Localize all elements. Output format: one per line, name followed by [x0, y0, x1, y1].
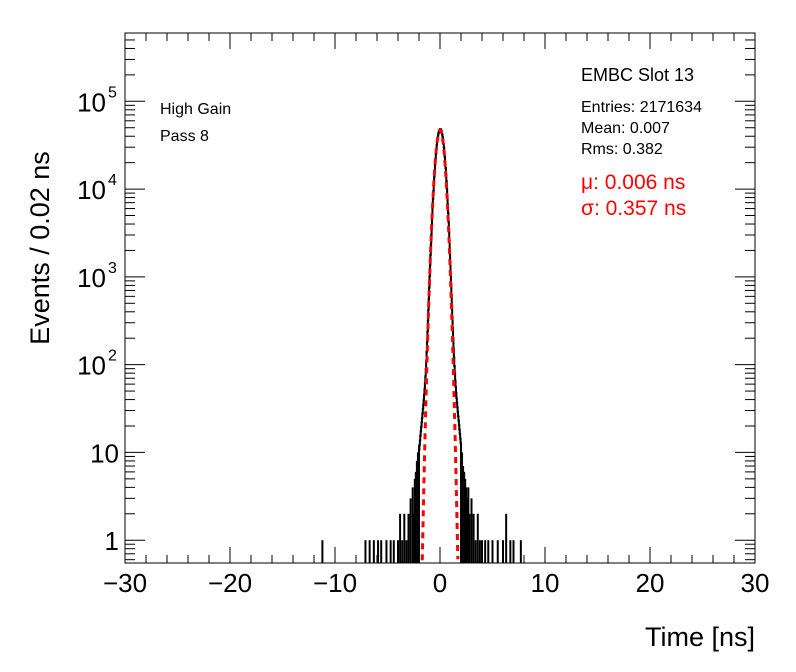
stats-title: EMBC Slot 13	[581, 65, 694, 85]
histogram-series	[321, 128, 522, 563]
y-tick-label: 10	[77, 175, 106, 205]
y-axis-ticks	[125, 32, 755, 561]
y-tick-label: 10	[77, 87, 106, 117]
x-tick-label: 10	[531, 568, 560, 598]
histogram-core	[418, 128, 462, 563]
y-axis-title: Events / 0.02 ns	[25, 151, 55, 345]
fit-mean-label: μ: 0.006 ns	[581, 171, 685, 194]
x-tick-label: −20	[208, 568, 252, 598]
x-axis-title: Time [ns]	[645, 622, 755, 652]
gain-label: High Gain	[160, 101, 231, 118]
y-tick-label: 10	[90, 438, 119, 468]
stats-entries: Entries: 2171634	[581, 99, 702, 116]
y-tick-label-exponent: 4	[108, 172, 117, 189]
y-tick-label-exponent: 3	[108, 260, 117, 277]
y-tick-label: 10	[77, 263, 106, 293]
y-tick-label: 10	[77, 351, 106, 381]
x-tick-label: 20	[636, 568, 665, 598]
y-tick-label-exponent: 5	[108, 84, 117, 101]
stats-rms: Rms: 0.382	[581, 141, 663, 158]
fit-curve	[420, 128, 460, 561]
x-tick-label: 30	[741, 568, 770, 598]
x-tick-label: −10	[313, 568, 357, 598]
y-tick-label-exponent: 2	[108, 348, 117, 365]
x-tick-label: −30	[103, 568, 147, 598]
fit-gaussian	[420, 128, 460, 561]
x-tick-label: 0	[433, 568, 447, 598]
pass-label: Pass 8	[160, 128, 209, 145]
fit-sigma-label: σ: 0.357 ns	[581, 197, 686, 220]
stats-mean: Mean: 0.007	[581, 120, 670, 137]
y-tick-label: 1	[105, 526, 119, 556]
x-axis-tick-labels: −30 −20 −10 0 10 20 30	[103, 568, 770, 598]
